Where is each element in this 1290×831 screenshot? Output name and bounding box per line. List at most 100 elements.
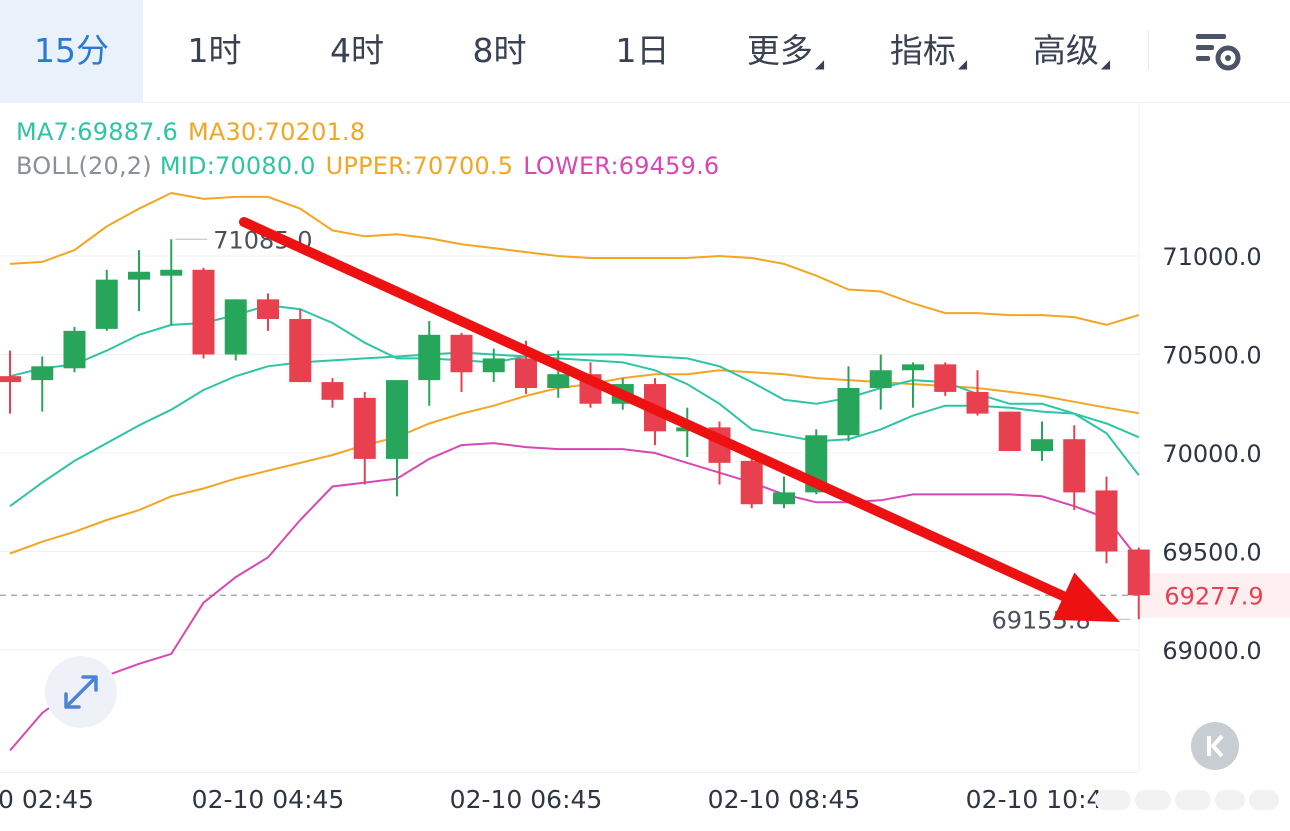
candle-32 bbox=[1031, 421, 1053, 461]
candle-23 bbox=[740, 453, 763, 509]
tab-6[interactable]: 指标 ◢ bbox=[857, 0, 1000, 102]
candle-body bbox=[773, 492, 795, 505]
tab-label: 4时 bbox=[330, 31, 384, 70]
candle-body bbox=[321, 382, 344, 400]
legend-upper: UPPER:70700.5 bbox=[325, 152, 514, 180]
tab-2[interactable]: 4时 bbox=[286, 0, 428, 102]
tab-label: 8时 bbox=[472, 31, 527, 70]
candle-body bbox=[869, 370, 892, 388]
candle-1 bbox=[31, 356, 54, 412]
trend-arrow-shaft bbox=[239, 217, 1069, 602]
candle-29 bbox=[934, 362, 957, 396]
candle-24 bbox=[773, 476, 795, 509]
y-tick-label: 69500.0 bbox=[1162, 539, 1261, 567]
dropdown-caret-icon: ◢ bbox=[1100, 57, 1111, 71]
candle-30 bbox=[966, 370, 989, 416]
candle-8 bbox=[257, 293, 279, 331]
tab-3[interactable]: 8时 bbox=[428, 0, 571, 102]
candle-11 bbox=[353, 391, 376, 485]
tab-label: 更多 bbox=[746, 31, 813, 70]
candle-14 bbox=[450, 332, 473, 392]
tab-label: 1日 bbox=[615, 31, 670, 70]
x-tick-label: 02-10 08:45 bbox=[707, 785, 861, 814]
candle-35 bbox=[1127, 547, 1150, 620]
candle-body bbox=[63, 330, 86, 369]
dropdown-caret-icon: ◢ bbox=[957, 57, 968, 71]
candlestick-chart[interactable]: 71000.0 70500.0 70000.0 69500.0 69000.0 69277… bbox=[0, 102, 1290, 772]
candle-5 bbox=[160, 239, 183, 325]
tab-5[interactable]: 更多 ◢ bbox=[714, 0, 857, 102]
candle-body bbox=[998, 411, 1021, 452]
boll-lower-line bbox=[9, 442, 1140, 752]
boll-legend: BOLL(20,2) MID:70080.0 UPPER:70700.5 LOWER:… bbox=[16, 152, 729, 180]
candle-13 bbox=[418, 321, 441, 406]
expand-arrows-icon bbox=[64, 675, 98, 709]
tab-separator bbox=[1148, 30, 1149, 70]
candle-9 bbox=[289, 309, 312, 383]
candle-body bbox=[482, 358, 505, 373]
candle-body bbox=[160, 269, 183, 276]
current-price-tag-bg bbox=[1140, 573, 1290, 618]
candle-0 bbox=[0, 350, 21, 414]
tab-1[interactable]: 1时 bbox=[143, 0, 286, 102]
y-tick-label: 70500.0 bbox=[1162, 342, 1261, 370]
y-tick-label: 71000.0 bbox=[1162, 243, 1261, 271]
boll-mid-line bbox=[9, 351, 1140, 508]
candle-6 bbox=[192, 267, 215, 359]
tab-label: 1时 bbox=[187, 31, 242, 70]
candle-body bbox=[418, 334, 441, 381]
candle-26 bbox=[837, 366, 860, 442]
legend-ma30: MA30:70201.8 bbox=[187, 118, 366, 146]
candle-34 bbox=[1095, 476, 1118, 564]
legend-lower: LOWER:69459.6 bbox=[523, 152, 720, 180]
x-tick-label: 02-10 10:45 bbox=[965, 785, 1119, 814]
candle-body bbox=[224, 299, 247, 355]
tab-label: 15分 bbox=[34, 31, 109, 70]
candle-12 bbox=[386, 380, 408, 497]
tab-4[interactable]: 1日 bbox=[571, 0, 714, 102]
candle-body bbox=[289, 319, 312, 383]
candle-body bbox=[1031, 439, 1053, 452]
trend-arrow-head-icon bbox=[1052, 572, 1120, 622]
candle-body bbox=[450, 334, 473, 373]
candle-body bbox=[740, 460, 763, 505]
candle-body bbox=[257, 299, 279, 320]
scroll-to-latest-button[interactable] bbox=[1191, 722, 1239, 770]
dropdown-caret-icon: ◢ bbox=[814, 57, 825, 71]
candle-3 bbox=[95, 269, 118, 331]
expand-chart-button[interactable] bbox=[45, 656, 117, 728]
y-tick-label: 70000.0 bbox=[1162, 440, 1261, 468]
tab-7[interactable]: 高级 ◢ bbox=[1000, 0, 1143, 102]
candle-body bbox=[1127, 549, 1150, 596]
y-tick-label: 69000.0 bbox=[1162, 637, 1261, 665]
candle-body bbox=[515, 358, 537, 388]
candle-body bbox=[128, 271, 150, 280]
candle-body bbox=[95, 279, 118, 329]
chart-settings-icon[interactable] bbox=[1190, 28, 1246, 76]
period-tab-bar: 15分 1时 4时 8时 1日 更多 ◢ 指标 ◢ 高级 ◢ bbox=[0, 0, 1290, 103]
ma-legend: MA7:69887.6 MA30:70201.8 bbox=[16, 118, 375, 146]
watermark-logo bbox=[1095, 790, 1279, 810]
x-tick-label: 0 02:45 bbox=[0, 785, 94, 814]
candle-body bbox=[192, 269, 215, 355]
candle-body bbox=[386, 380, 408, 459]
candle-10 bbox=[321, 378, 344, 408]
candle-body bbox=[547, 374, 570, 388]
candle-body bbox=[966, 391, 989, 414]
candle-7 bbox=[224, 299, 247, 361]
candle-body bbox=[0, 376, 21, 383]
x-tick-label: 02-10 06:45 bbox=[449, 785, 603, 814]
legend-ma7: MA7:69887.6 bbox=[16, 118, 178, 146]
candle-17 bbox=[547, 350, 570, 398]
tab-label: 高级 bbox=[1032, 31, 1099, 70]
time-axis: 0 02:45 02-10 04:45 02-10 06:45 02-10 08:45… bbox=[0, 772, 1138, 831]
candle-body bbox=[1095, 490, 1118, 552]
candle-body bbox=[934, 364, 957, 392]
candle-body bbox=[902, 364, 924, 371]
x-tick-label: 02-10 04:45 bbox=[191, 785, 345, 814]
tab-label: 指标 bbox=[889, 31, 956, 70]
candle-15 bbox=[482, 348, 505, 383]
candle-33 bbox=[1063, 425, 1086, 511]
candle-body bbox=[1063, 439, 1086, 493]
tab-0[interactable]: 15分 bbox=[0, 0, 143, 102]
